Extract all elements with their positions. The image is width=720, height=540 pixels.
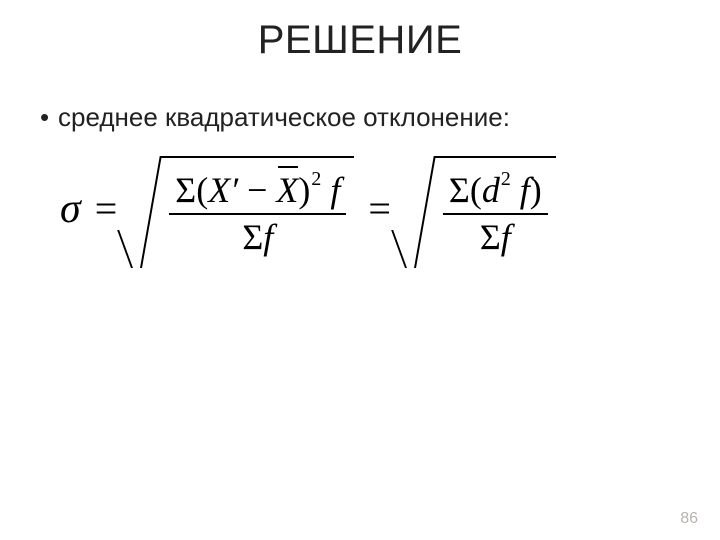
f-var: f <box>263 217 273 257</box>
bullet-region: • среднее квадратическое отклонение: <box>0 63 720 134</box>
radical-2: Σ(d2 f) Σf <box>405 156 556 268</box>
fraction-2: Σ(d2 f) Σf <box>443 166 548 261</box>
radicand-1: Σ(X′ − X)2 f Σf <box>161 156 354 268</box>
radicand-2: Σ(d2 f) Σf <box>435 156 556 268</box>
numerator-1: Σ(X′ − X)2 f <box>169 166 346 213</box>
exponent-2: 2 <box>500 168 511 190</box>
bullet-item: • среднее квадратическое отклонение: <box>40 101 680 134</box>
exponent-2: 2 <box>310 168 321 190</box>
cap-sigma: Σ <box>175 170 196 210</box>
paren-close: ) <box>530 170 542 210</box>
f-var: f <box>520 170 530 210</box>
cap-sigma: Σ <box>480 217 501 257</box>
numerator-2: Σ(d2 f) <box>443 166 548 213</box>
formula: σ = Σ(X′ − X)2 f Σf = <box>0 156 720 268</box>
slide-title: РЕШЕНИЕ <box>0 0 720 63</box>
denominator-1: Σf <box>236 215 279 260</box>
sigma-symbol: σ <box>60 185 81 239</box>
denominator-2: Σf <box>474 215 517 260</box>
f-var: f <box>330 170 340 210</box>
X-prime: X′ <box>208 170 238 210</box>
d-var: d <box>482 170 500 210</box>
X-bar: X <box>276 170 298 211</box>
paren-open: ( <box>196 170 208 210</box>
surd-icon <box>405 156 435 268</box>
bullet-marker: • <box>40 101 58 134</box>
radical-1: Σ(X′ − X)2 f Σf <box>131 156 354 268</box>
fraction-1: Σ(X′ − X)2 f Σf <box>169 166 346 261</box>
paren-close: ) <box>298 170 310 210</box>
surd-icon <box>131 156 161 268</box>
page-number: 86 <box>680 510 698 528</box>
minus: − <box>247 170 267 210</box>
paren-open: ( <box>470 170 482 210</box>
slide: РЕШЕНИЕ • среднее квадратическое отклоне… <box>0 0 720 540</box>
f-var: f <box>501 217 511 257</box>
cap-sigma: Σ <box>242 217 263 257</box>
bullet-text: среднее квадратическое отклонение: <box>58 101 510 134</box>
